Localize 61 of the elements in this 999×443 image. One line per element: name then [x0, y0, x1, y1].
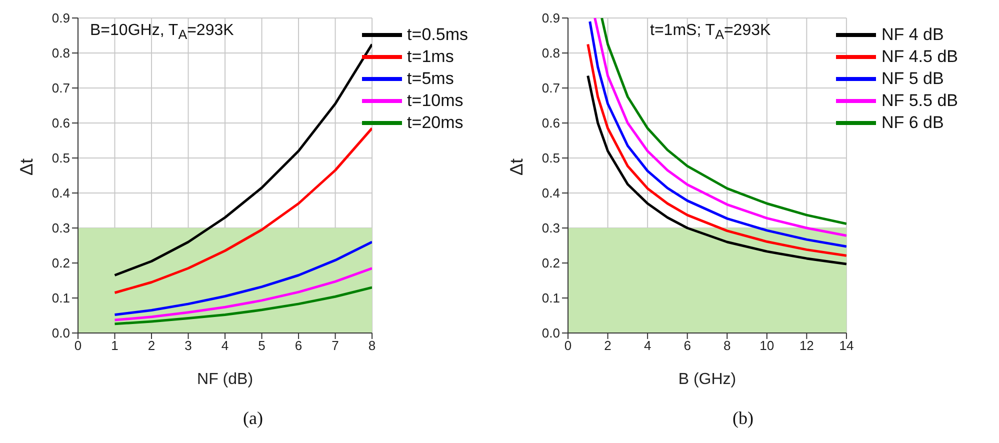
line-series [114, 127, 372, 294]
x-tick-label: 6 [684, 338, 691, 354]
line-series [114, 43, 372, 276]
y-tick-label: 0.1 [542, 290, 560, 306]
x-tick-label: 0 [564, 338, 572, 354]
y-tick-label: 0.3 [542, 220, 560, 236]
x-tick-label: 5 [258, 338, 266, 354]
x-tick-label: 0 [74, 338, 82, 354]
line-series [114, 286, 372, 326]
y-tick-label: 0.8 [52, 46, 70, 61]
y-tick-label: 0.2 [52, 256, 70, 271]
line-series [586, 74, 846, 266]
legend-label: t=10ms [407, 90, 464, 112]
x-tick-label: 6 [294, 338, 302, 354]
legend-label: t=0.5ms [407, 24, 468, 46]
legend-label: NF 5.5 dB [881, 90, 958, 112]
x-tick-label: 1 [111, 338, 118, 354]
x-tick-label: 7 [332, 338, 339, 354]
y-tick-label: 0.5 [52, 150, 70, 166]
y-tick-label: 0.4 [52, 186, 70, 201]
legend-label: NF 5 dB [881, 68, 944, 90]
x-tick-label: 2 [148, 338, 156, 354]
x-tick-label: 8 [724, 338, 731, 354]
y-tick-label: 0.4 [542, 186, 560, 201]
y-tick-label: 0.1 [52, 290, 70, 306]
y-axis-title: Δt [506, 158, 526, 176]
legend-label: t=20ms [407, 112, 464, 134]
text: (a) [242, 408, 264, 429]
y-axis-title: Δt [16, 158, 36, 176]
x-tick-label: 10 [760, 338, 774, 354]
x-axis-title: B (GHz) [678, 371, 736, 388]
x-tick-label: 14 [839, 338, 854, 354]
annotation: B=10GHz, T$_{A}$=293K [90, 22, 234, 42]
legend-label: t=5ms [407, 68, 454, 90]
y-tick-label: 0.2 [542, 256, 560, 271]
y-tick-label: 0.9 [52, 10, 70, 26]
x-tick-label: 8 [368, 338, 376, 354]
legend-label: NF 4.5 dB [881, 46, 958, 68]
y-tick-label: 0.6 [542, 116, 560, 131]
y-tick-label: 0.5 [542, 150, 560, 166]
legend-label: NF 6 dB [881, 112, 944, 134]
y-tick-label: 0.0 [542, 326, 560, 341]
legend-label: t=1ms [407, 46, 454, 68]
text: (b) [732, 408, 754, 429]
y-tick-label: 0.6 [52, 116, 70, 131]
x-tick-label: 4 [221, 338, 229, 354]
y-tick-label: 0.7 [52, 80, 70, 96]
y-tick-label: 0.0 [52, 326, 70, 341]
x-tick-label: 12 [799, 338, 814, 354]
legend-label: NF 4 dB [881, 24, 944, 46]
x-tick-label: 3 [184, 338, 192, 354]
annotation: t=1mS; T$_{A}$=293K [650, 22, 771, 42]
y-tick-label: 0.8 [542, 46, 560, 61]
y-tick-label: 0.7 [542, 80, 560, 96]
x-tick-label: 4 [644, 338, 652, 354]
line-series [114, 267, 372, 322]
y-tick-label: 0.9 [542, 10, 560, 26]
x-tick-label: 2 [604, 338, 612, 354]
x-axis-title: NF (dB) [197, 371, 254, 388]
y-tick-label: 0.3 [52, 220, 70, 236]
line-series [114, 240, 372, 316]
